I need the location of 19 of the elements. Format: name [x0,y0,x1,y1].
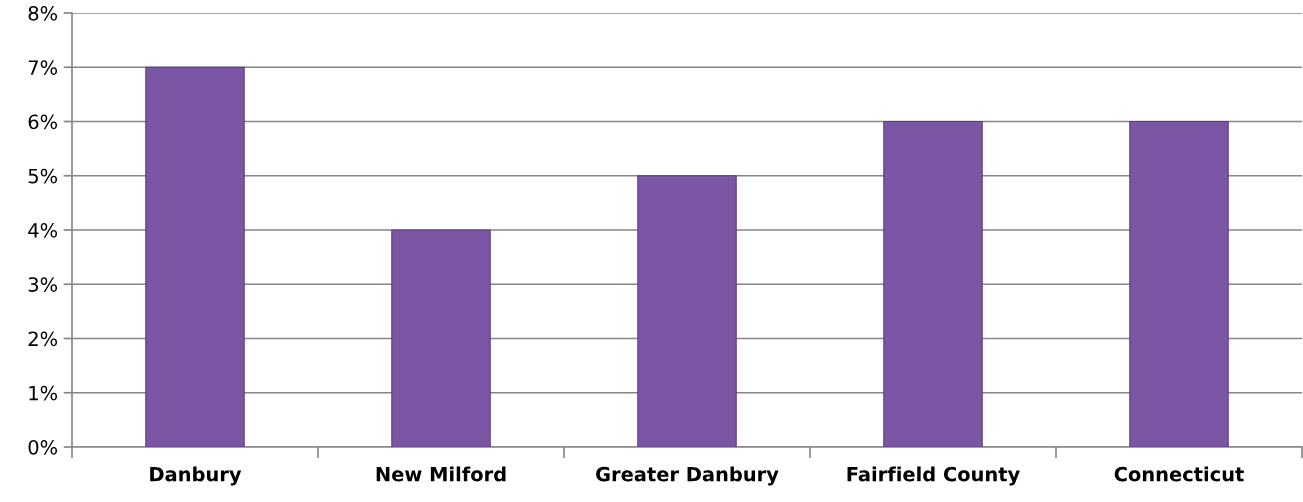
y-tick-label: 3% [28,277,58,292]
bar [883,120,983,447]
y-tick-label: 5% [28,168,58,184]
y-tick-label: 2% [28,331,58,347]
x-tick-label: New Milford [376,466,506,482]
y-tick-label: 7% [28,60,58,75]
bar [1129,120,1229,447]
y-tick-label: 6% [28,114,58,130]
x-tick-label: Danbury [150,466,242,486]
bar [145,66,245,447]
x-tick-label: Connecticut [1114,466,1244,482]
y-tick-label: 8% [28,5,58,21]
x-tick-label: Greater Danbury [596,466,779,486]
y-tick-label: 1% [29,385,58,401]
bar [391,229,491,447]
bar [637,175,737,447]
y-tick-label: 0% [28,439,58,455]
x-tick-label: Fairfield County [847,466,1020,486]
y-tick-label: 4% [28,222,58,238]
